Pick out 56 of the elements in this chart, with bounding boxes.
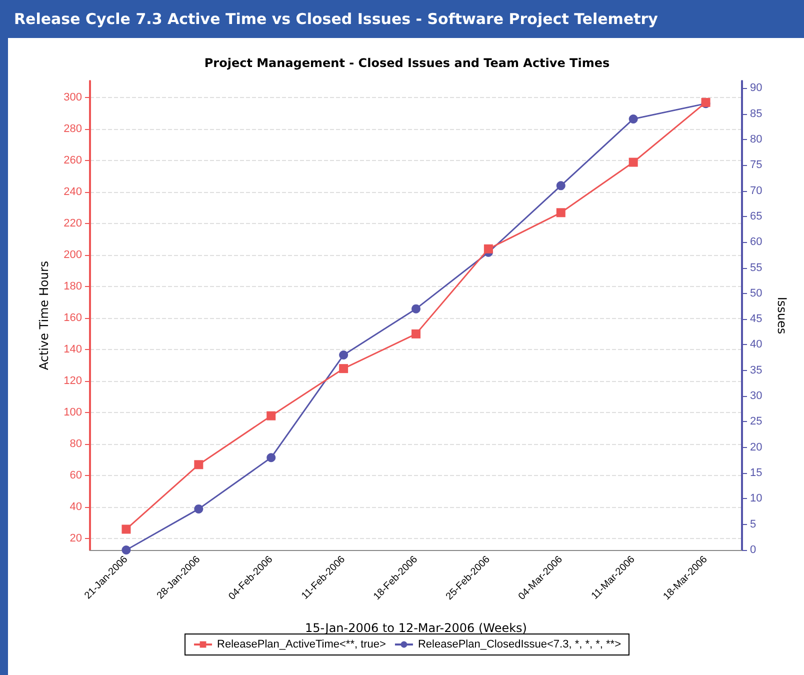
point	[628, 114, 638, 124]
y-tick-label: 160	[64, 312, 82, 324]
y2-tick-label: 80	[750, 133, 762, 146]
point	[122, 546, 131, 554]
point	[122, 524, 131, 534]
y-tick-label: 20	[70, 532, 82, 545]
y2-tick-label: 90	[750, 82, 762, 94]
y-axis-title: Active Time Hours	[37, 260, 51, 370]
y2-tick-label: 20	[750, 441, 762, 454]
y2-tick-label: 25	[750, 416, 762, 428]
chart-subtitle: Project Management - Closed Issues and Team Active Times	[204, 56, 610, 70]
y-tick-label: 200	[64, 249, 82, 262]
y2-tick-label: 60	[750, 236, 762, 248]
y-tick-label: 40	[70, 501, 82, 514]
y2-tick-label: 75	[750, 159, 762, 172]
y-tick-label: 180	[64, 280, 82, 293]
y2-tick-label: 10	[750, 492, 762, 505]
legend-label: ReleasePlan_ActiveTime<**, true>	[217, 638, 386, 650]
point	[339, 350, 348, 360]
y2-tick-label: 5	[750, 518, 756, 530]
point	[194, 504, 204, 514]
y-tick-label: 140	[64, 344, 82, 356]
point	[194, 460, 204, 470]
legend-label: ReleasePlan_ClosedIssue<7.3, *, *, *, **>	[418, 638, 621, 650]
y2-tick-label: 50	[750, 287, 762, 300]
y-tick-label: 100	[64, 406, 82, 419]
y2-tick-label: 30	[750, 390, 762, 402]
y2-tick-label: 40	[750, 338, 762, 351]
point	[412, 304, 420, 314]
y2-axis-title: Issues	[775, 296, 789, 334]
point	[556, 181, 566, 190]
x-axis-title: 15-Jan-2006 to 12-Mar-2006 (Weeks)	[305, 621, 527, 635]
y-tick-label: 260	[64, 154, 82, 167]
y-tick-label: 120	[64, 375, 82, 388]
point	[339, 364, 348, 374]
y2-tick-label: 55	[750, 262, 762, 274]
y-tick-label: 220	[64, 218, 82, 230]
y2-tick-label: 0	[750, 544, 756, 556]
point	[484, 244, 493, 254]
y2-tick-label: 45	[750, 313, 762, 326]
y-tick-label: 80	[70, 438, 82, 450]
y2-tick-label: 65	[750, 210, 762, 222]
point	[556, 208, 566, 218]
y2-tick-label: 85	[750, 108, 762, 120]
y2-tick-label: 70	[750, 184, 762, 197]
y-tick-label: 240	[64, 186, 82, 198]
point	[628, 158, 638, 167]
y-tick-label: 280	[64, 123, 82, 136]
y2-tick-label: 15	[750, 467, 762, 480]
chart-title: Release Cycle 7.3 Active Time vs Closed Issues - Software Project Telemetry	[0, 0, 804, 38]
y2-tick-label: 35	[750, 364, 762, 376]
y-tick-label: 300	[64, 92, 82, 104]
y-tick-label: 60	[70, 470, 82, 482]
point	[266, 411, 276, 420]
point	[266, 453, 276, 462]
point	[412, 329, 420, 338]
